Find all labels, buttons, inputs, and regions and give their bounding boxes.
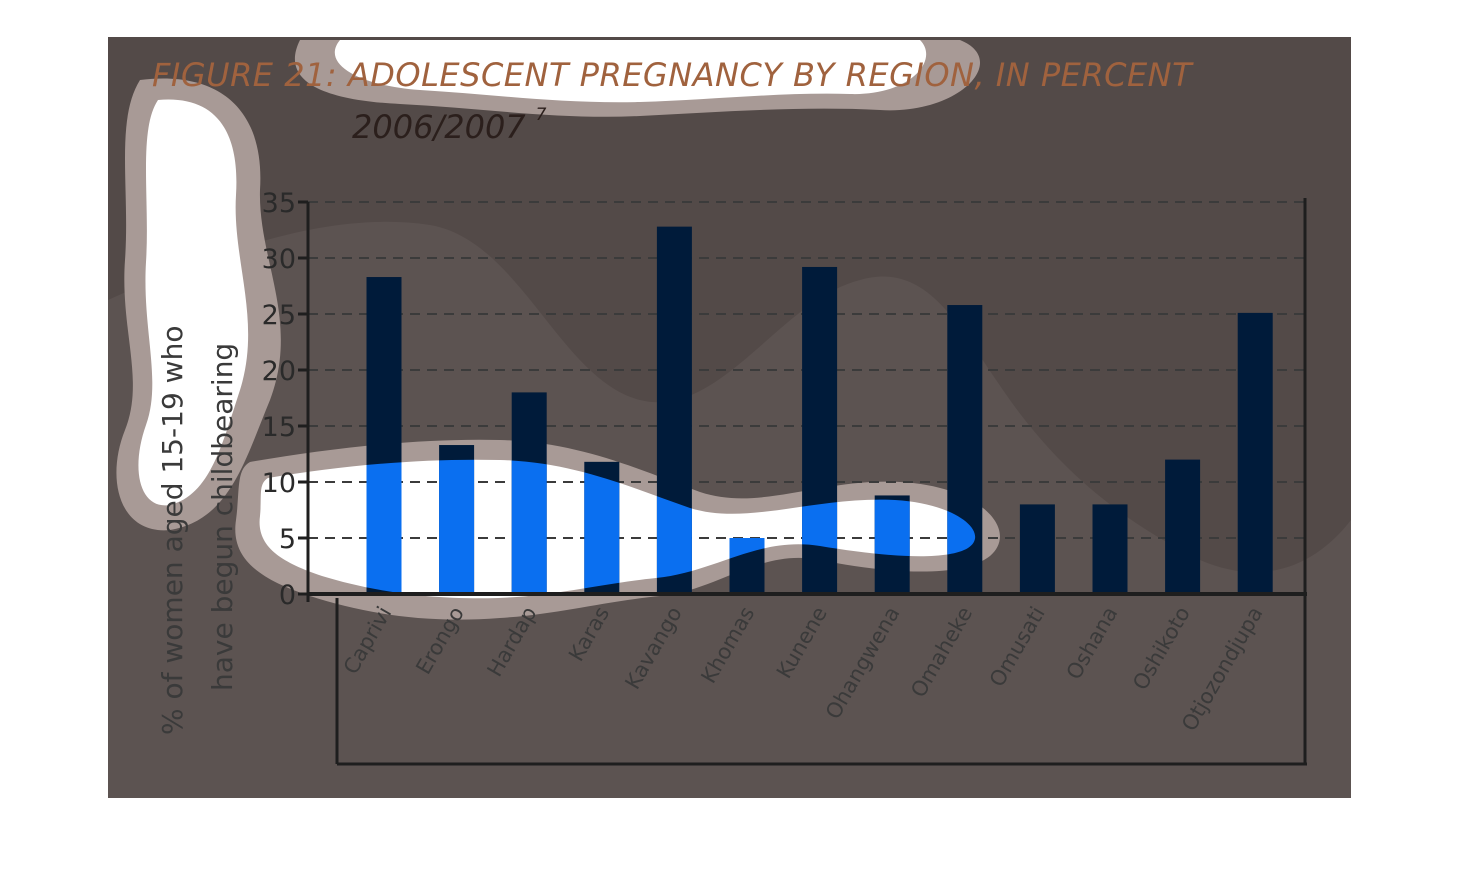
chart-subtitle-year: 2006/2007 — [352, 108, 526, 146]
chart-subtitle-footnote: 7 — [536, 105, 547, 125]
y-axis-label-line-1: % of women aged 15-19 who — [156, 326, 189, 735]
y-tick-label: 0 — [279, 580, 296, 611]
bar-highlight-karas — [584, 461, 620, 594]
bar-oshikoto — [1165, 459, 1201, 594]
bar-highlight-erongo — [439, 459, 475, 594]
bar-otjozondjupa — [1237, 312, 1273, 594]
chart-title: FIGURE 21: ADOLESCENT PREGNANCY BY REGIO… — [152, 56, 1194, 94]
bar-oshana — [1092, 504, 1128, 594]
y-tick-label: 10 — [262, 468, 296, 499]
bar-highlight-caprivi — [366, 459, 402, 594]
bar-omusati — [1019, 504, 1055, 594]
y-axis-label: % of women aged 15-19 who have begun chi… — [156, 326, 239, 735]
chart-subtitle: 2006/2007 7 — [352, 105, 547, 146]
y-tick-label: 35 — [262, 188, 296, 219]
y-tick-label: 25 — [262, 300, 296, 331]
axes — [306, 198, 1307, 766]
y-tick-labels: 0 5 10 15 20 25 30 35 — [262, 188, 296, 611]
bar-highlight-hardap — [511, 459, 547, 594]
y-tick-label: 5 — [279, 524, 296, 555]
y-tick-label: 15 — [262, 412, 296, 443]
y-tick-label: 30 — [262, 244, 296, 275]
y-tick-label: 20 — [262, 356, 296, 387]
y-axis-label-line-2: have begun childbearing — [206, 343, 239, 691]
